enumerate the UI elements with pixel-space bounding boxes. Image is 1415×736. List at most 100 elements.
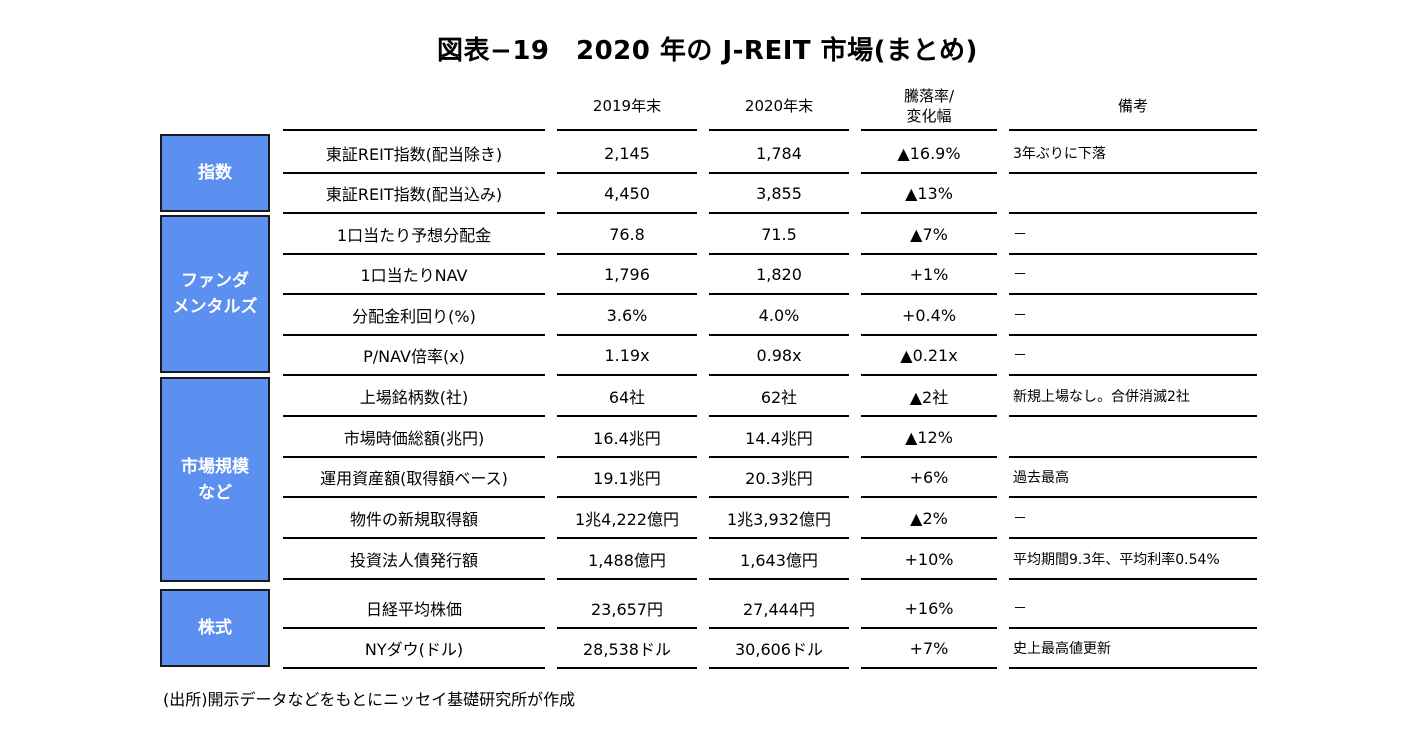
cell-y2019: 3.6% xyxy=(606,305,648,325)
cell-y2019: 16.4兆円 xyxy=(593,429,661,448)
cell-item: 分配金利回り(%) xyxy=(352,307,476,326)
cell-y2019: 2,145 xyxy=(604,143,650,163)
cell-change: +1% xyxy=(909,264,949,284)
category-index: 指数 xyxy=(160,134,270,212)
row-rule xyxy=(861,212,997,214)
cell-note: 平均期間9.3年、平均利率0.54% xyxy=(1013,552,1220,568)
row-rule xyxy=(557,627,697,629)
cell-change: ▲0.21x xyxy=(900,345,958,365)
row-rule xyxy=(283,334,545,336)
row-rule xyxy=(861,374,997,376)
category-market-size: 市場規模 など xyxy=(160,377,270,582)
row-rule xyxy=(557,578,697,580)
cell-change: +6% xyxy=(909,467,949,487)
row-rule xyxy=(1009,253,1257,255)
cell-y2020: 30,606ドル xyxy=(735,640,823,659)
cell-y2020: 1,784 xyxy=(756,143,802,163)
row-rule xyxy=(1009,537,1257,539)
cell-y2019: 64社 xyxy=(608,388,646,407)
row-rule xyxy=(1009,334,1257,336)
cell-note: － xyxy=(1013,227,1027,243)
header-rule xyxy=(557,129,697,131)
row-rule xyxy=(861,293,997,295)
cell-item: 物件の新規取得額 xyxy=(349,510,478,529)
cell-note: － xyxy=(1013,348,1027,364)
cell-note xyxy=(1009,418,1257,456)
row-rule xyxy=(861,578,997,580)
row-rule xyxy=(709,172,849,174)
cell-note: 3年ぶりに下落 xyxy=(1013,146,1106,162)
row-rule xyxy=(861,334,997,336)
row-rule xyxy=(1009,456,1257,458)
row-rule xyxy=(709,374,849,376)
cell-change: +7% xyxy=(909,638,949,658)
row-rule xyxy=(1009,627,1257,629)
cell-note: － xyxy=(1013,511,1027,527)
cell-y2020: 1兆3,932億円 xyxy=(727,510,831,529)
cell-y2020: 3,855 xyxy=(756,183,802,203)
cell-item: 日経平均株価 xyxy=(365,600,462,619)
row-rule xyxy=(283,627,545,629)
row-rule xyxy=(557,537,697,539)
cell-note xyxy=(1009,174,1257,212)
row-rule xyxy=(1009,374,1257,376)
row-rule xyxy=(283,253,545,255)
row-rule xyxy=(709,627,849,629)
cell-change: +0.4% xyxy=(901,305,957,325)
row-rule xyxy=(283,496,545,498)
row-rule xyxy=(709,293,849,295)
row-rule xyxy=(1009,172,1257,174)
row-rule xyxy=(557,293,697,295)
cell-y2019: 19.1兆円 xyxy=(593,469,661,488)
cell-change: ▲2% xyxy=(910,508,948,528)
header-2019: 2019年末 xyxy=(592,97,662,115)
cell-note: 新規上場なし。合併消滅2社 xyxy=(1013,389,1190,405)
cell-item: 東証REIT指数(配当込み) xyxy=(325,185,503,204)
row-rule xyxy=(709,537,849,539)
row-rule xyxy=(709,212,849,214)
row-rule xyxy=(283,578,545,580)
cell-y2019: 4,450 xyxy=(604,183,650,203)
header-rule xyxy=(1009,129,1257,131)
row-rule xyxy=(283,456,545,458)
header-change: 騰落率/ 変化幅 xyxy=(903,87,955,125)
row-rule xyxy=(1009,212,1257,214)
cell-y2020: 14.4兆円 xyxy=(745,429,813,448)
row-rule xyxy=(861,537,997,539)
cell-y2020: 0.98x xyxy=(756,345,802,365)
cell-y2020: 27,444円 xyxy=(743,600,815,619)
cell-item: NYダウ(ドル) xyxy=(364,640,464,659)
row-rule xyxy=(709,253,849,255)
row-rule xyxy=(557,374,697,376)
cell-item: 運用資産額(取得額ベース) xyxy=(320,469,508,488)
header-2020: 2020年末 xyxy=(744,97,814,115)
cell-item: P/NAV倍率(x) xyxy=(363,347,465,366)
header-rule xyxy=(283,129,545,131)
header-rule xyxy=(709,129,849,131)
row-rule xyxy=(557,456,697,458)
row-rule xyxy=(557,415,697,417)
cell-item: 1口当たりNAV xyxy=(360,266,468,285)
cell-y2020: 71.5 xyxy=(761,224,797,244)
row-rule xyxy=(283,537,545,539)
row-rule xyxy=(557,496,697,498)
cell-y2020: 20.3兆円 xyxy=(745,469,813,488)
cell-note: 史上最高値更新 xyxy=(1013,641,1111,657)
row-rule xyxy=(709,496,849,498)
cell-y2019: 76.8 xyxy=(609,224,645,244)
row-rule xyxy=(557,212,697,214)
cell-item: 1口当たり予想分配金 xyxy=(336,226,492,245)
source-note: (出所)開示データなどをもとにニッセイ基礎研究所が作成 xyxy=(163,690,576,709)
cell-y2019: 1,796 xyxy=(604,264,650,284)
cell-change: +10% xyxy=(904,549,954,569)
row-rule xyxy=(283,415,545,417)
figure-title: 図表−19 2020 年の J-REIT 市場(まとめ) xyxy=(437,36,978,66)
row-rule xyxy=(861,627,997,629)
cell-y2020: 4.0% xyxy=(758,305,800,325)
category-stocks: 株式 xyxy=(160,589,270,667)
row-rule xyxy=(1009,578,1257,580)
cell-change: ▲16.9% xyxy=(897,143,961,163)
cell-item: 投資法人債発行額 xyxy=(349,551,478,570)
row-rule xyxy=(557,667,697,669)
row-rule xyxy=(283,374,545,376)
